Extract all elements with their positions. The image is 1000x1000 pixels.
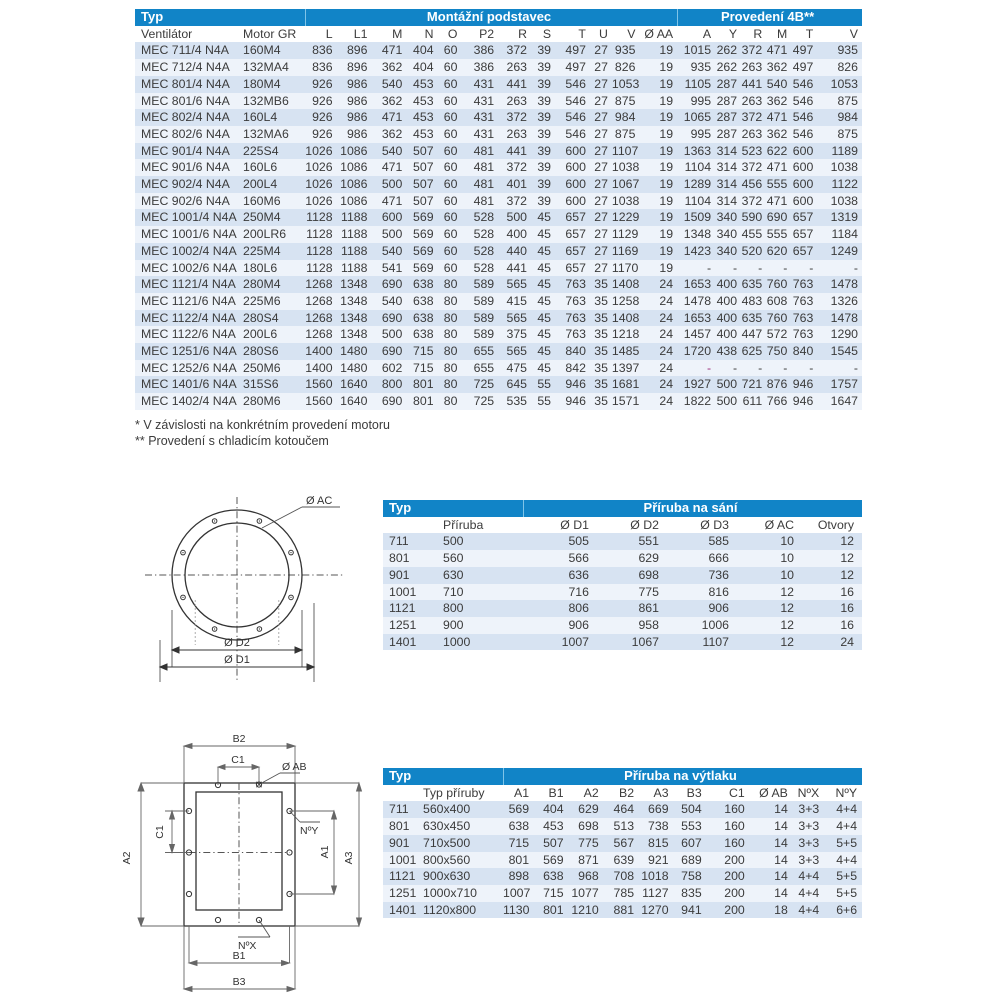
svg-text:B2: B2 (233, 733, 246, 745)
svg-text:A1: A1 (319, 845, 331, 858)
svg-text:Ø AB: Ø AB (282, 761, 307, 773)
svg-text:B3: B3 (233, 976, 246, 988)
svg-text:C1: C1 (154, 825, 166, 839)
svg-text:A2: A2 (121, 851, 133, 864)
svg-text:NºY: NºY (300, 825, 318, 837)
svg-text:B1: B1 (233, 950, 246, 962)
svg-text:C1: C1 (231, 754, 245, 766)
svg-text:A3: A3 (343, 851, 355, 864)
